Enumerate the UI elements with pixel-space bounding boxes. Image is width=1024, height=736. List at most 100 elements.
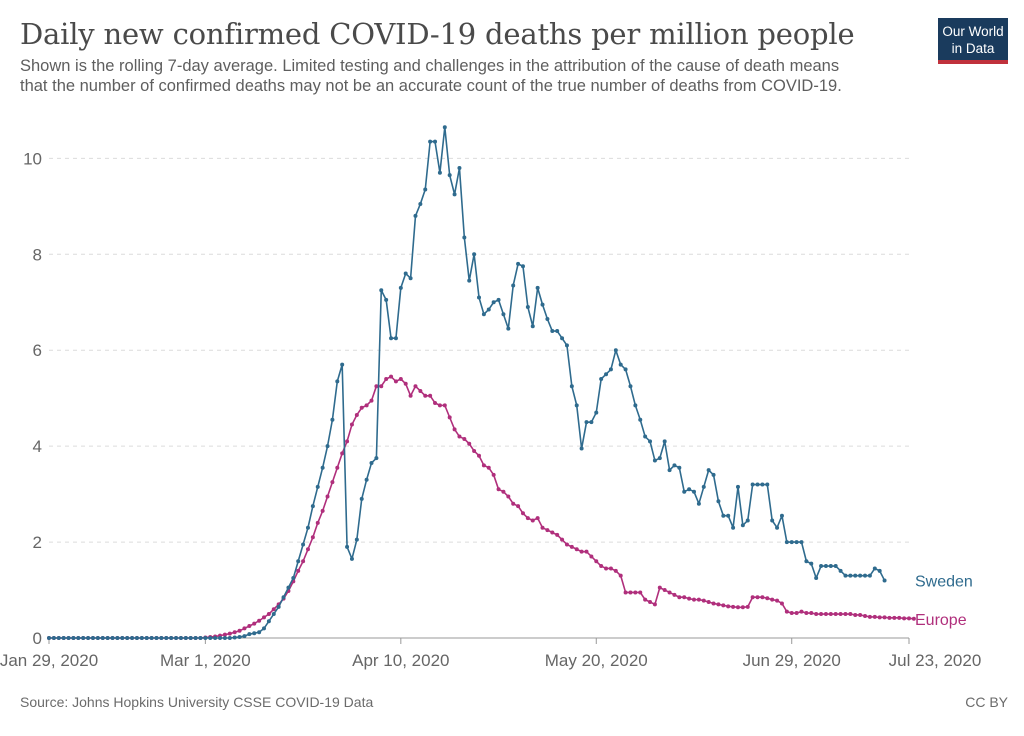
data-point-sweden <box>349 556 354 561</box>
data-point-europe <box>760 595 765 600</box>
data-point-europe <box>740 605 745 610</box>
data-point-sweden <box>472 252 477 257</box>
data-point-sweden <box>110 636 115 640</box>
data-point-europe <box>266 612 271 617</box>
data-point-europe <box>345 439 350 444</box>
data-point-europe <box>608 566 613 571</box>
data-point-sweden <box>618 362 623 367</box>
data-point-sweden <box>477 295 481 300</box>
data-point-europe <box>716 602 721 607</box>
data-point-sweden <box>433 139 438 144</box>
data-point-europe <box>481 463 486 468</box>
data-point-sweden <box>47 636 51 640</box>
data-point-europe <box>501 489 506 494</box>
data-point-europe <box>833 612 838 617</box>
data-point-europe <box>858 612 863 617</box>
data-point-europe <box>247 624 252 629</box>
data-point-sweden <box>413 213 418 218</box>
data-point-europe <box>687 596 692 601</box>
data-point-sweden <box>467 278 472 283</box>
data-point-sweden <box>340 362 345 367</box>
data-point-sweden <box>545 317 550 322</box>
data-point-sweden <box>130 636 135 640</box>
data-point-sweden <box>604 372 609 377</box>
data-point-sweden <box>164 636 169 640</box>
data-point-sweden <box>740 523 745 528</box>
data-point-sweden <box>814 576 819 581</box>
data-point-sweden <box>579 446 584 451</box>
data-point-europe <box>731 604 736 609</box>
data-point-europe <box>477 453 481 458</box>
x-tick-label: Jul 23, 2020 <box>889 651 982 670</box>
data-point-europe <box>579 549 584 554</box>
data-point-europe <box>506 494 511 499</box>
y-tick-label: 2 <box>33 533 42 552</box>
data-point-sweden <box>687 487 692 492</box>
license-badge[interactable]: CC BY <box>965 694 1008 710</box>
data-point-europe <box>643 597 648 602</box>
data-point-europe <box>789 611 794 616</box>
data-point-sweden <box>535 285 540 290</box>
data-point-sweden <box>838 568 843 573</box>
data-point-europe <box>633 590 638 595</box>
data-point-sweden <box>218 636 223 640</box>
owid-logo[interactable]: Our World in Data <box>938 18 1008 64</box>
data-point-sweden <box>613 348 618 353</box>
data-point-europe <box>330 480 335 485</box>
logo-line-1: Our World <box>942 24 1004 39</box>
data-point-europe <box>706 600 711 605</box>
data-point-sweden <box>628 384 633 389</box>
data-point-europe <box>892 615 897 620</box>
data-point-sweden <box>257 630 262 635</box>
data-point-sweden <box>721 513 726 518</box>
data-point-europe <box>452 427 457 432</box>
series-label-europe: Europe <box>915 612 967 629</box>
data-point-sweden <box>608 367 613 372</box>
data-point-europe <box>721 603 726 608</box>
data-point-europe <box>428 393 433 398</box>
data-point-europe <box>525 516 530 521</box>
data-point-sweden <box>692 489 696 494</box>
data-point-sweden <box>403 271 408 276</box>
data-point-sweden <box>203 636 208 640</box>
data-point-europe <box>648 600 653 605</box>
data-point-sweden <box>291 576 296 581</box>
data-point-europe <box>403 381 408 386</box>
data-point-europe <box>638 590 643 595</box>
data-point-sweden <box>530 324 535 329</box>
data-point-europe <box>599 564 604 569</box>
data-point-sweden <box>457 165 462 170</box>
data-point-sweden <box>848 573 853 578</box>
data-point-sweden <box>208 636 213 640</box>
data-point-europe <box>369 398 374 403</box>
data-point-sweden <box>584 420 589 425</box>
data-point-sweden <box>86 636 91 640</box>
data-point-europe <box>252 621 257 626</box>
data-point-sweden <box>174 636 179 640</box>
data-point-europe <box>237 628 242 633</box>
data-point-europe <box>750 595 755 600</box>
data-point-sweden <box>144 636 149 640</box>
logo-line-2: in Data <box>951 41 995 56</box>
data-point-sweden <box>310 504 315 509</box>
data-point-europe <box>408 393 413 398</box>
data-point-sweden <box>863 573 868 578</box>
data-point-europe <box>472 448 477 453</box>
data-point-sweden <box>198 636 203 640</box>
data-point-europe <box>271 607 276 612</box>
data-point-europe <box>437 403 442 408</box>
data-point-sweden <box>823 564 828 569</box>
data-point-sweden <box>325 444 330 449</box>
data-point-sweden <box>706 468 711 473</box>
data-point-sweden <box>589 420 594 425</box>
data-point-europe <box>848 612 853 617</box>
data-point-sweden <box>71 636 76 640</box>
data-point-sweden <box>540 302 545 307</box>
data-point-sweden <box>408 276 413 281</box>
data-point-sweden <box>560 336 565 341</box>
data-point-sweden <box>178 636 183 640</box>
data-point-europe <box>545 528 550 533</box>
data-point-sweden <box>779 513 784 518</box>
data-point-europe <box>682 595 687 600</box>
